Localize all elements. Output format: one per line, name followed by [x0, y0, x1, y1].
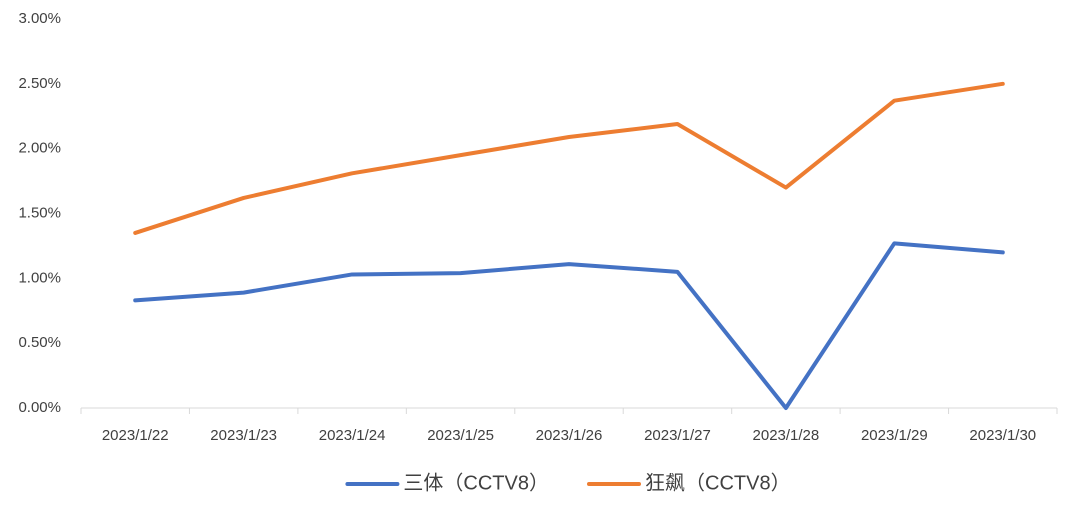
x-tick-label: 2023/1/30 — [969, 427, 1036, 444]
y-tick-label: 0.50% — [18, 334, 61, 351]
x-tick-label: 2023/1/29 — [861, 427, 928, 444]
x-tick-label: 2023/1/23 — [210, 427, 277, 444]
x-tick-label: 2023/1/22 — [102, 427, 169, 444]
legend-label: 狂飙（CCTV8） — [645, 471, 791, 494]
x-tick-label: 2023/1/27 — [644, 427, 711, 444]
series-line — [133, 241, 1005, 410]
x-tick-label: 2023/1/24 — [319, 427, 386, 444]
y-tick-label: 1.50% — [18, 204, 61, 221]
y-tick-label: 2.50% — [18, 75, 61, 92]
series-line — [133, 81, 1005, 235]
x-tick-label: 2023/1/28 — [753, 427, 820, 444]
x-tick-label: 2023/1/25 — [427, 427, 494, 444]
x-tick-label: 2023/1/26 — [536, 427, 603, 444]
y-tick-label: 0.00% — [18, 399, 61, 416]
y-tick-label: 2.00% — [18, 140, 61, 157]
legend-label: 三体（CCTV8） — [403, 471, 549, 494]
legend: 三体（CCTV8） 狂飙（CCTV8） — [345, 471, 791, 494]
y-tick-label: 3.00% — [18, 10, 61, 27]
y-tick-label: 1.00% — [18, 269, 61, 286]
